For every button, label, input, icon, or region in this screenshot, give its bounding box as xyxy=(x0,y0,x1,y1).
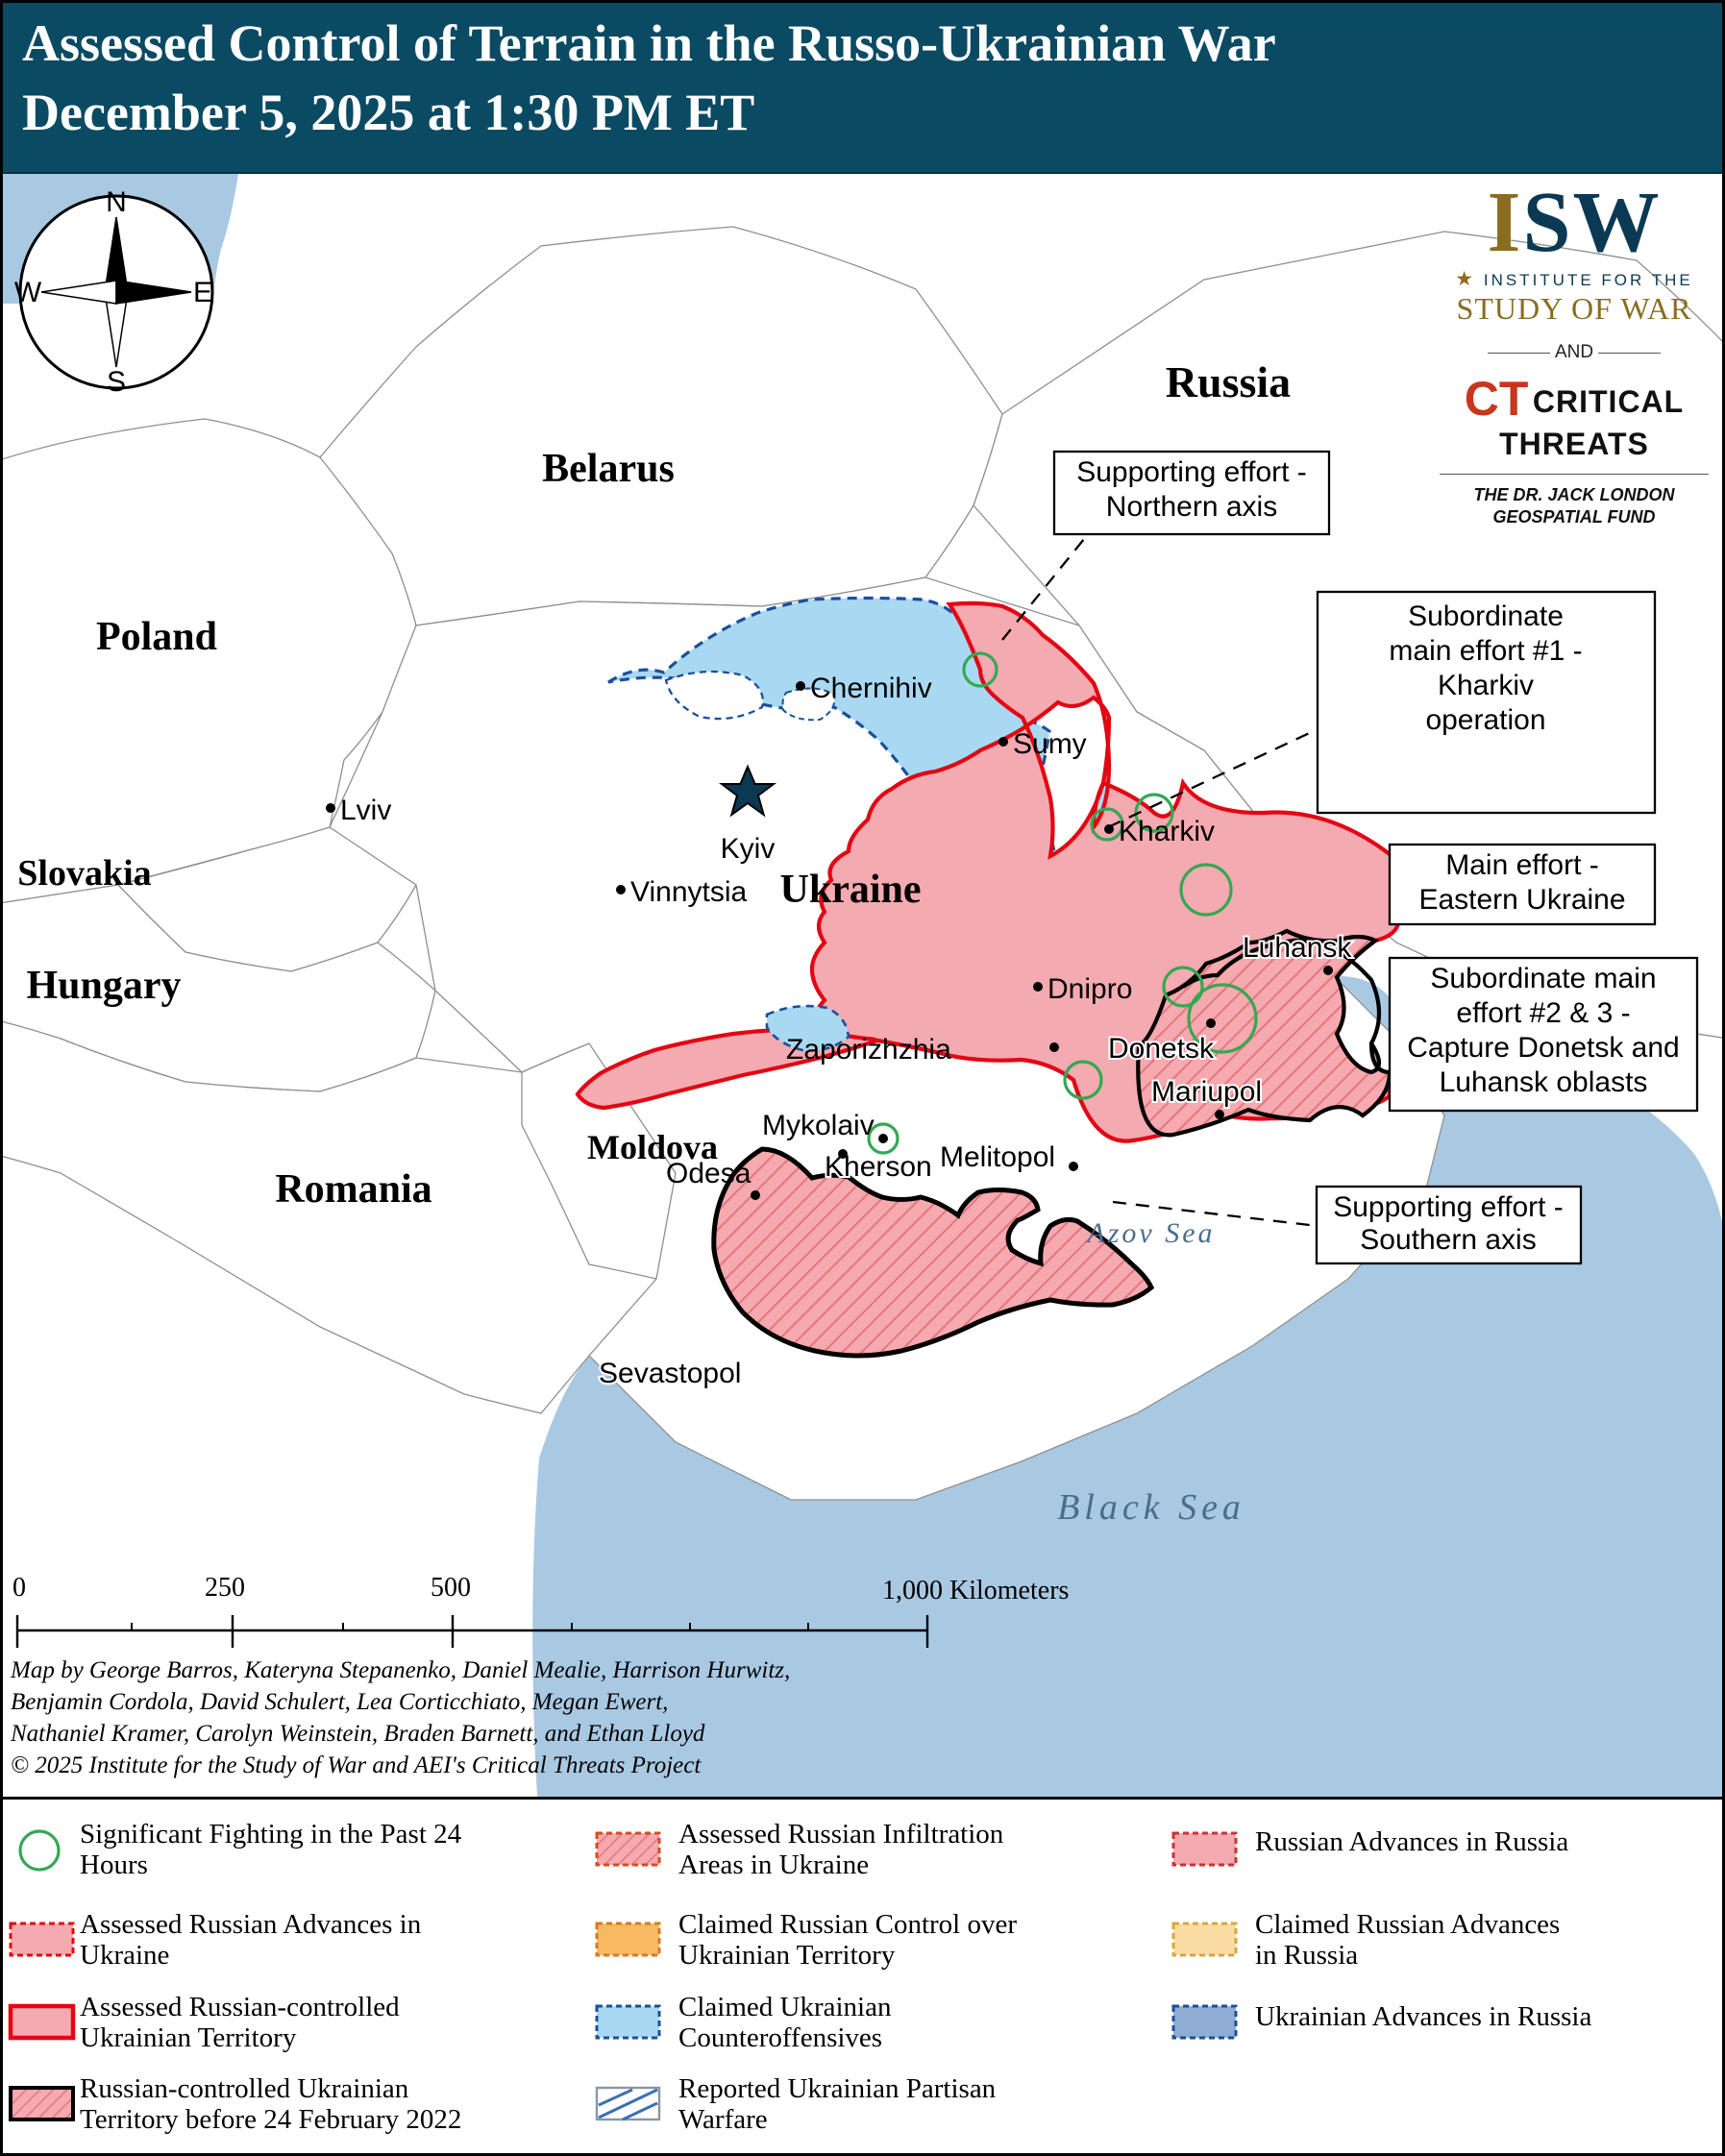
svg-text:500: 500 xyxy=(431,1573,471,1603)
svg-text:Capture Donetsk and: Capture Donetsk and xyxy=(1407,1032,1680,1064)
svg-text:Claimed Russian Control over: Claimed Russian Control over xyxy=(678,1909,1017,1940)
svg-text:Dnipro: Dnipro xyxy=(1047,973,1132,1005)
svg-text:Slovakia: Slovakia xyxy=(17,853,151,894)
svg-text:Chernihiv: Chernihiv xyxy=(810,673,932,704)
svg-text:S: S xyxy=(107,366,126,398)
svg-text:Azov Sea: Azov Sea xyxy=(1085,1217,1215,1249)
svg-text:operation: operation xyxy=(1425,704,1545,736)
svg-text:1,000 Kilometers: 1,000 Kilometers xyxy=(882,1576,1069,1605)
svg-text:Mariupol: Mariupol xyxy=(1151,1076,1262,1108)
svg-text:W: W xyxy=(14,277,42,308)
svg-text:0: 0 xyxy=(12,1573,26,1603)
svg-text:Kharkiv: Kharkiv xyxy=(1438,670,1534,701)
svg-text:Ukrainian Advances in Russia: Ukrainian Advances in Russia xyxy=(1255,2001,1591,2032)
svg-text:Ukraine: Ukraine xyxy=(80,1940,169,1971)
svg-text:Areas in Ukraine: Areas in Ukraine xyxy=(678,1850,869,1880)
svg-text:Ukraine: Ukraine xyxy=(780,868,922,912)
svg-text:Belarus: Belarus xyxy=(542,447,675,491)
svg-text:Claimed Ukrainian: Claimed Ukrainian xyxy=(678,1992,892,2022)
svg-text:Zaporizhzhia: Zaporizhzhia xyxy=(786,1034,951,1066)
svg-text:effort #2 & 3 -: effort #2 & 3 - xyxy=(1456,997,1630,1029)
svg-text:Warfare: Warfare xyxy=(678,2104,768,2135)
svg-text:Assessed Russian Infiltration: Assessed Russian Infiltration xyxy=(678,1819,1004,1850)
svg-text:250: 250 xyxy=(205,1573,245,1603)
svg-text:Main effort -: Main effort - xyxy=(1445,849,1599,881)
svg-text:Vinnytsia: Vinnytsia xyxy=(630,876,748,908)
svg-text:Supporting effort -: Supporting effort - xyxy=(1076,456,1307,488)
svg-text:Southern axis: Southern axis xyxy=(1360,1224,1536,1256)
svg-text:Sevastopol: Sevastopol xyxy=(599,1358,741,1389)
svg-text:Donetsk: Donetsk xyxy=(1108,1033,1215,1065)
svg-text:Territory before 24 February 2: Territory before 24 February 2022 xyxy=(80,2104,461,2135)
svg-text:Hungary: Hungary xyxy=(26,964,181,1008)
svg-text:Claimed Russian Advances: Claimed Russian Advances xyxy=(1255,1909,1560,1940)
svg-text:Odesa: Odesa xyxy=(666,1158,752,1189)
svg-text:Sumy: Sumy xyxy=(1013,728,1087,760)
svg-text:Nathaniel Kramer, Carolyn Wein: Nathaniel Kramer, Carolyn Weinstein, Bra… xyxy=(10,1721,705,1747)
svg-text:Reported Ukrainian Partisan: Reported Ukrainian Partisan xyxy=(678,2073,997,2104)
svg-text:Supporting effort -: Supporting effort - xyxy=(1333,1191,1564,1223)
svg-text:Mykolaiv: Mykolaiv xyxy=(762,1110,875,1141)
svg-text:in Russia: in Russia xyxy=(1255,1940,1358,1971)
svg-text:Assessed Russian Advances in: Assessed Russian Advances in xyxy=(80,1909,422,1940)
svg-text:Benjamin Cordola, David Schule: Benjamin Cordola, David Schulert, Lea Co… xyxy=(11,1689,668,1715)
svg-text:Ukrainian Territory: Ukrainian Territory xyxy=(80,2022,297,2053)
svg-text:Map by George Barros, Kateryna: Map by George Barros, Kateryna Stepanenk… xyxy=(10,1657,790,1683)
svg-text:Assessed Russian-controlled: Assessed Russian-controlled xyxy=(80,1992,400,2022)
svg-text:Kyiv: Kyiv xyxy=(721,833,776,865)
svg-text:Northern axis: Northern axis xyxy=(1106,491,1277,523)
svg-text:Lviv: Lviv xyxy=(340,795,391,826)
svg-text:Russia: Russia xyxy=(1166,357,1291,406)
svg-text:Eastern Ukraine: Eastern Ukraine xyxy=(1418,884,1625,916)
svg-text:main effort #1 -: main effort #1 - xyxy=(1389,635,1582,667)
svg-text:Luhansk oblasts: Luhansk oblasts xyxy=(1440,1066,1648,1098)
svg-text:Melitopol: Melitopol xyxy=(940,1141,1055,1173)
svg-text:Luhansk: Luhansk xyxy=(1243,932,1352,964)
svg-text:Counteroffensives: Counteroffensives xyxy=(678,2022,882,2053)
svg-text:Kharkiv: Kharkiv xyxy=(1119,816,1215,847)
svg-text:Subordinate: Subordinate xyxy=(1408,600,1564,632)
svg-text:© 2025 Institute for the Study: © 2025 Institute for the Study of War an… xyxy=(11,1752,702,1778)
svg-text:Black Sea: Black Sea xyxy=(1057,1487,1245,1528)
svg-text:Poland: Poland xyxy=(96,615,217,659)
svg-text:Significant Fighting in the Pa: Significant Fighting in the Past 24 xyxy=(80,1819,462,1850)
svg-text:N: N xyxy=(106,186,127,218)
svg-text:Russian Advances in Russia: Russian Advances in Russia xyxy=(1255,1826,1568,1857)
svg-text:Russian-controlled Ukrainian: Russian-controlled Ukrainian xyxy=(80,2073,409,2104)
svg-text:Romania: Romania xyxy=(275,1167,431,1212)
svg-text:Hours: Hours xyxy=(80,1850,148,1880)
svg-text:Ukrainian Territory: Ukrainian Territory xyxy=(678,1940,896,1971)
svg-text:Subordinate main: Subordinate main xyxy=(1430,963,1656,994)
svg-text:E: E xyxy=(193,277,212,308)
